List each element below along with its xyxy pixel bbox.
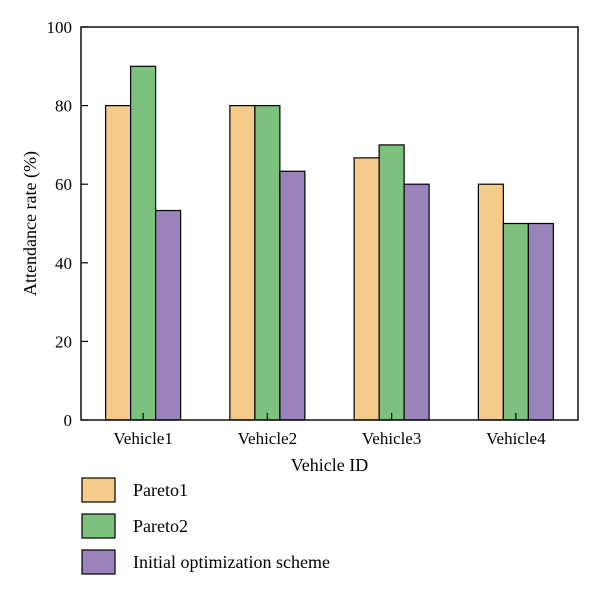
- bar-vehicle3-series-1: [353, 157, 380, 421]
- y-axis-label: Attendance rate (%): [20, 151, 41, 296]
- y-tick-label: 60: [55, 175, 72, 194]
- y-tick-label: 40: [55, 254, 72, 273]
- y-tick-label: 80: [55, 97, 72, 116]
- x-tick-label: Vehicle1: [113, 429, 172, 448]
- bar-vehicle2-series-1: [229, 104, 256, 421]
- plot-area-frame: [80, 26, 579, 421]
- bar-vehicle2-series-2: [254, 104, 281, 421]
- bar-vehicle3-series-3: [403, 183, 430, 421]
- bar-vehicle4-series-3: [527, 222, 554, 421]
- bar-vehicle1-series-2: [130, 65, 157, 421]
- legend-label-series-2: Pareto2: [133, 516, 188, 536]
- bar-vehicle2-series-3: [279, 170, 306, 421]
- legend: Pareto1 Pareto2 Initial optimization schem…: [81, 477, 330, 575]
- bar-vehicle1-series-3: [155, 209, 182, 421]
- x-tick-label: Vehicle2: [238, 429, 297, 448]
- legend-label-series-1: Pareto1: [133, 480, 188, 500]
- y-axis-ticks: 0 20 40 60 80 100: [47, 18, 88, 430]
- x-tick-label: Vehicle3: [362, 429, 421, 448]
- bar-vehicle4-series-2: [502, 222, 529, 421]
- bars-layer: [105, 65, 554, 421]
- legend-swatch-series-1: [81, 477, 116, 503]
- legend-swatch-series-3: [81, 549, 116, 575]
- bar-vehicle3-series-2: [378, 144, 405, 421]
- bar-vehicle4-series-1: [477, 183, 504, 421]
- y-tick-label: 100: [47, 18, 73, 37]
- y-tick-label: 20: [55, 332, 72, 351]
- x-axis-label: Vehicle ID: [291, 455, 368, 475]
- legend-label-series-3: Initial optimization scheme: [133, 552, 330, 572]
- x-axis-ticks: Vehicle1 Vehicle2 Vehicle3 Vehicle4: [113, 413, 546, 448]
- y-tick-label: 0: [64, 411, 73, 430]
- bar-vehicle1-series-1: [105, 104, 132, 421]
- legend-swatch-series-2: [81, 513, 116, 539]
- x-tick-label: Vehicle4: [486, 429, 546, 448]
